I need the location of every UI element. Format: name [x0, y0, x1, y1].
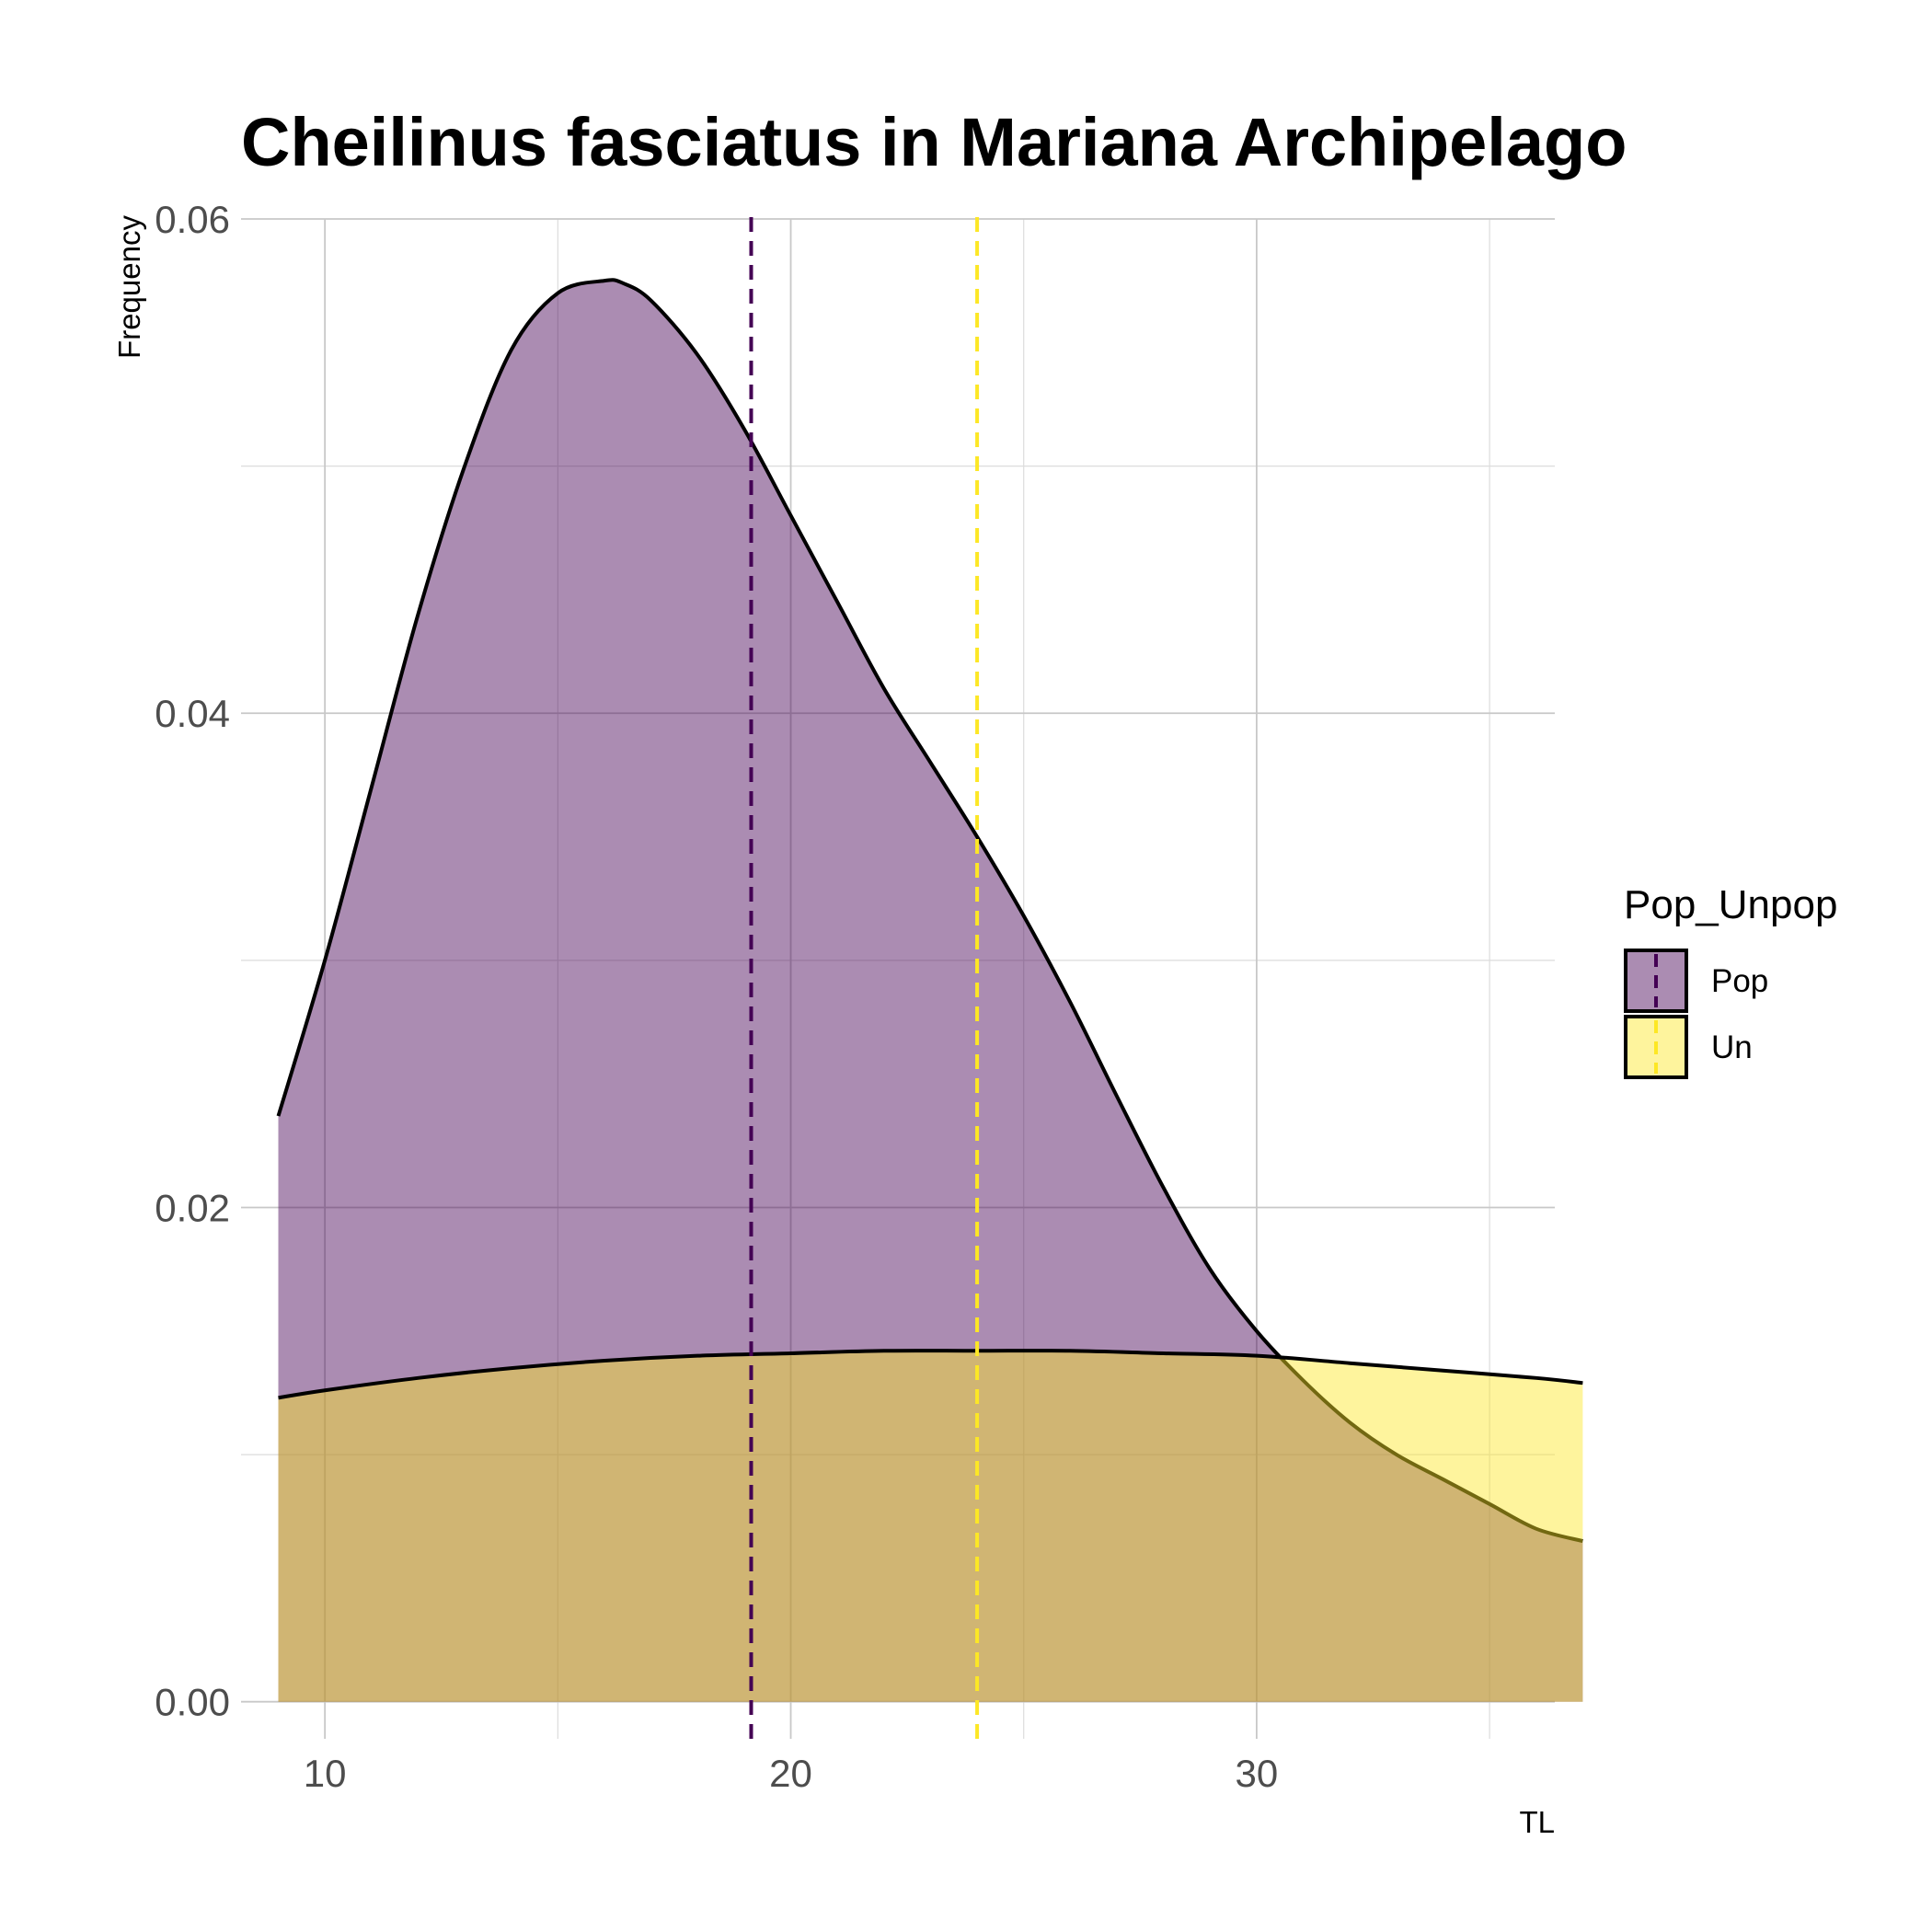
- legend-label-pop: Pop: [1711, 963, 1768, 999]
- density-area-pop: [278, 280, 1583, 1702]
- density-area-un: [278, 1351, 1583, 1702]
- density-areas: [276, 278, 1583, 1702]
- density-line-pop: [276, 278, 1583, 1544]
- chart-title: Cheilinus fasciatus in Mariana Archipela…: [241, 104, 1627, 180]
- x-tick-label: 30: [1236, 1752, 1279, 1795]
- y-tick-label: 0.04: [155, 692, 230, 735]
- legend: Pop_Unpop Pop Un: [1624, 882, 1837, 1079]
- legend-label-un: Un: [1711, 1029, 1753, 1065]
- axis-ticks: 10 20 30 0.00 0.02 0.04 0.06: [155, 198, 1278, 1795]
- legend-title: Pop_Unpop: [1624, 882, 1837, 927]
- mean-lines: [749, 217, 980, 1739]
- x-axis-label: TL: [1519, 1805, 1555, 1839]
- y-tick-label: 0.06: [155, 198, 230, 241]
- y-axis-label: Frequency: [112, 215, 146, 359]
- x-tick-label: 20: [769, 1752, 812, 1795]
- y-tick-label: 0.02: [155, 1186, 230, 1229]
- grid: [241, 218, 1555, 1739]
- x-tick-label: 10: [304, 1752, 347, 1795]
- density-line-un: [278, 1349, 1583, 1400]
- y-tick-label: 0.00: [155, 1681, 230, 1724]
